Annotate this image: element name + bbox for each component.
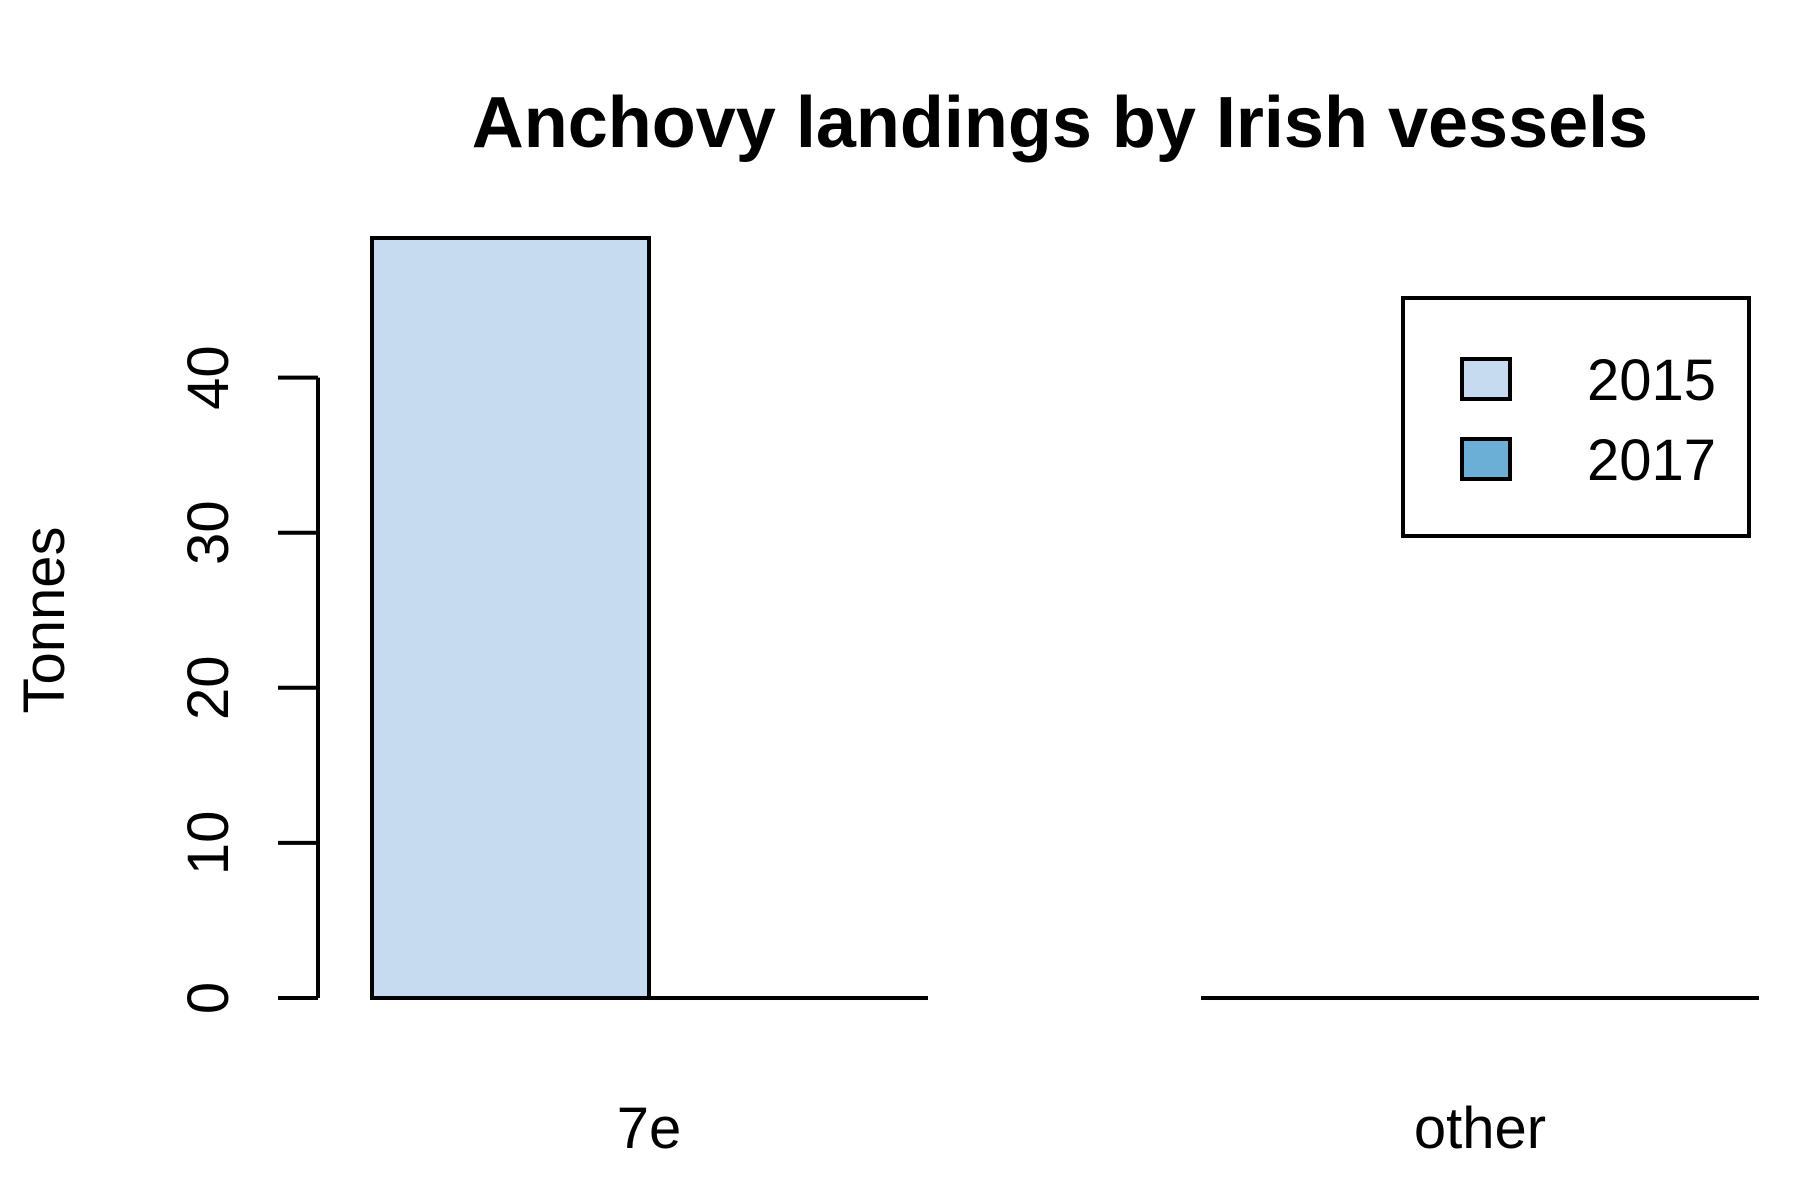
legend-label: 2015: [1587, 348, 1716, 413]
y-tick-label: 40: [176, 345, 241, 410]
legend-box: [1401, 296, 1751, 538]
category-label: other: [1414, 1096, 1546, 1161]
legend-swatch-2017: [1460, 437, 1512, 481]
bar-7e-2015: [370, 236, 651, 1000]
y-tick-label: 20: [176, 656, 241, 721]
legend-label: 2017: [1587, 428, 1716, 493]
y-axis: 0 10 20 30 40: [176, 345, 320, 1014]
bars: [370, 236, 1759, 1001]
legend-swatch-2015: [1460, 357, 1512, 401]
chart-title: Anchovy landings by Irish vessels: [472, 83, 1648, 163]
legend: 2015 2017: [1401, 296, 1751, 538]
y-tick-label: 0: [176, 982, 241, 1014]
y-tick-label: 30: [176, 500, 241, 565]
y-tick-label: 10: [176, 811, 241, 876]
y-axis-label: Tonnes: [12, 526, 77, 713]
category-label: 7e: [617, 1096, 682, 1161]
category-labels: 7e other: [617, 1096, 1546, 1161]
